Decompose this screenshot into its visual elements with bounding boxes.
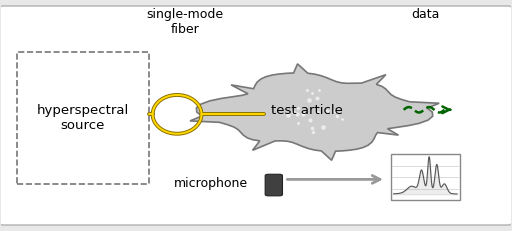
Bar [17,52,149,184]
FancyBboxPatch shape [265,174,283,196]
Text: data: data [411,8,439,21]
Text: single-mode
fiber: single-mode fiber [146,8,223,36]
Polygon shape [190,64,439,160]
Text: test article: test article [271,104,343,117]
FancyBboxPatch shape [0,6,512,225]
Text: microphone: microphone [174,177,248,191]
Text: hyperspectral
source: hyperspectral source [37,104,129,132]
Bar [391,154,460,200]
